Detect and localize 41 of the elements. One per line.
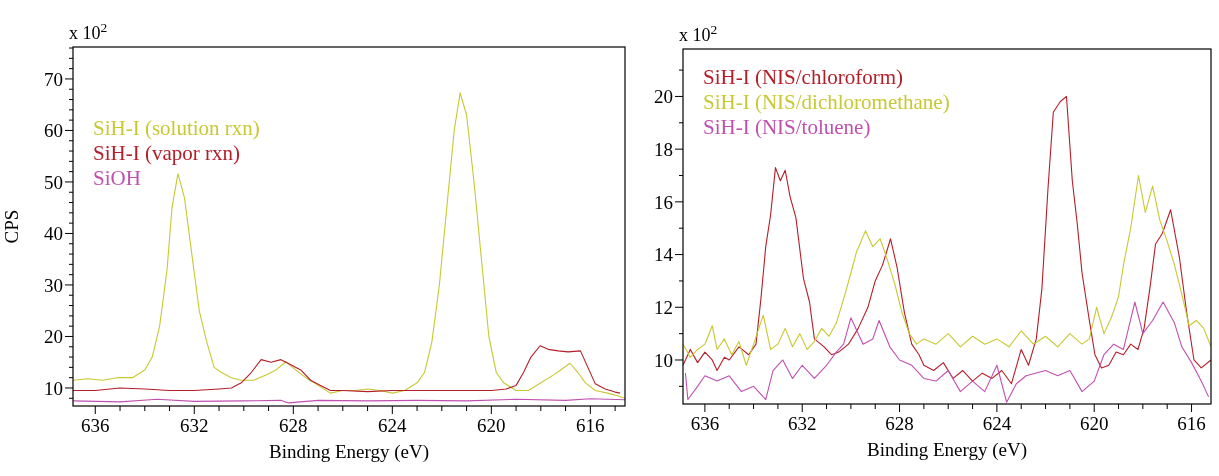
x-tick-label: 624 [982,413,1012,434]
y-tick-label: 20 [654,86,673,108]
text: SiH-I (vapor rxn) [93,141,240,165]
x-tick-label: 616 [1177,413,1206,434]
y-tick-label: 10 [654,349,673,371]
line-series [73,345,621,394]
x-axis-title: Binding Energy (eV) [866,439,1028,461]
text: SiH-I (NIS/dichloromethane) [703,90,950,114]
y-tick-label: 10 [44,377,63,399]
x-tick-label: 624 [378,415,408,436]
y-tick-label: 70 [44,68,63,90]
line-series [683,174,1211,366]
y-tick-label: 18 [654,138,673,160]
x-tick-label: 636 [81,415,110,436]
y-tick-label: 14 [654,244,674,266]
text: x 10$^{2}$ [69,19,108,43]
y-tick-label: 50 [44,171,63,193]
text: SiOH [93,166,141,190]
y-tick-label: 60 [44,120,63,142]
x-tick-label: 616 [576,415,605,436]
y-tick-label: 16 [654,191,673,213]
x-tick-label: 636 [690,413,720,434]
text: x 10$^{2}$ [679,21,718,45]
x-tick-label: 620 [1079,413,1109,434]
x-tick-label: 628 [279,415,308,436]
x-tick-label: 632 [787,413,817,434]
y-tick-label: 20 [44,326,63,348]
y-axis-title: CPS [1,209,22,244]
line-series [683,95,1211,385]
line-series [684,301,1210,403]
y-tick-label: 12 [654,296,673,318]
text: SiH-I (NIS/chloroform) [703,65,904,89]
text: SiH-I (solution rxn) [93,116,260,140]
x-tick-label: 620 [477,415,506,436]
text: SiH-I (NIS/toluene) [703,115,871,139]
x-axis-title: Binding Energy (eV) [268,441,430,463]
line-series [73,92,625,399]
y-tick-label: 30 [44,274,63,296]
x-tick-label: 632 [180,415,209,436]
x-tick-label: 628 [885,413,914,434]
y-tick-label: 40 [44,223,63,245]
